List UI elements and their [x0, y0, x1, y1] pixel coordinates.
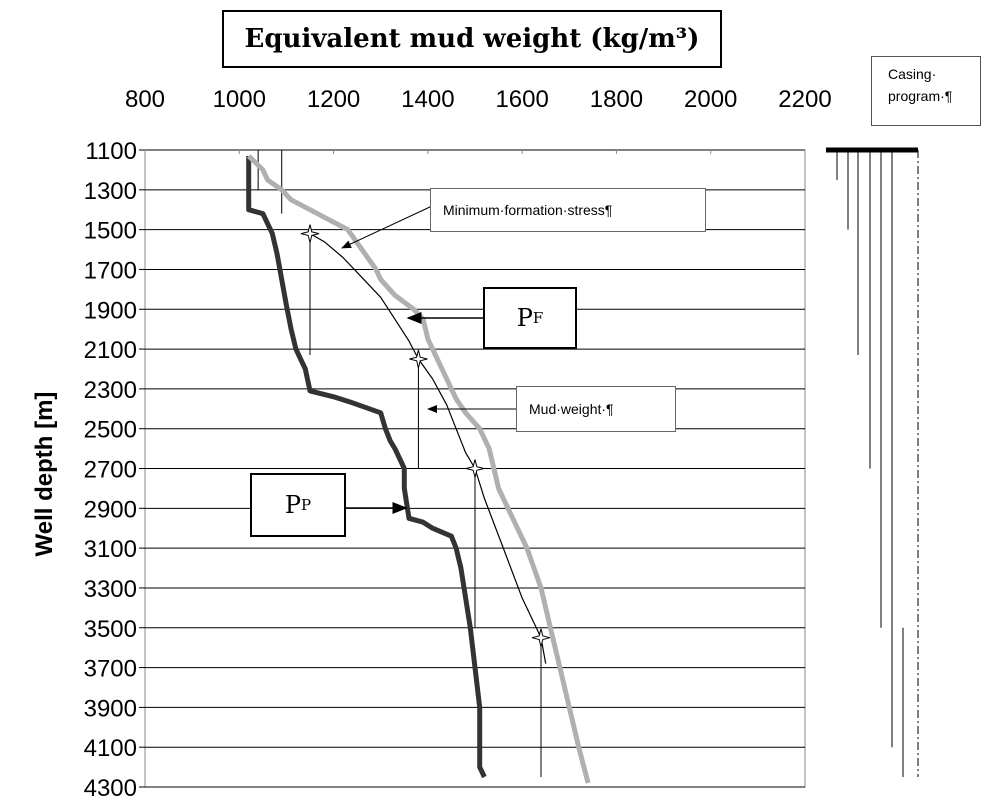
min-stress-label: Minimum·formation·stress¶ [430, 188, 706, 232]
y-tick-label-1700: 1700 [84, 257, 137, 284]
chart-title: Equivalent mud weight (kg/m³) [222, 10, 722, 68]
pf-sub: F [532, 309, 544, 327]
star-marker-3 [531, 628, 551, 647]
x-tick-label-2000: 2000 [684, 86, 737, 113]
star-marker-0 [300, 224, 320, 243]
x-tick-label-2200: 2200 [778, 86, 831, 113]
x-tick-label-1800: 1800 [590, 86, 643, 113]
casing-program-box: Casing· program·¶ [871, 56, 981, 126]
y-tick-label-3900: 3900 [84, 695, 137, 722]
x-tick-label-1600: 1600 [495, 86, 548, 113]
series-line-1 [246, 154, 591, 784]
y-tick-label-3300: 3300 [84, 576, 137, 603]
y-tick-label-3100: 3100 [84, 536, 137, 563]
y-tick-label-1300: 1300 [84, 178, 137, 205]
y-tick-label-2700: 2700 [84, 457, 137, 484]
min-stress-text: Minimum·formation·stress¶ [443, 202, 613, 218]
mud-weight-label: Mud·weight·¶ [516, 386, 676, 432]
y-tick-label-2100: 2100 [84, 337, 137, 364]
casing-label-line1: Casing· [888, 66, 937, 82]
star-marker-2 [465, 459, 485, 478]
pp-main: P [284, 491, 302, 519]
x-tick-label-1000: 1000 [213, 86, 266, 113]
series-line-0 [246, 156, 487, 779]
x-tick-label-1400: 1400 [401, 86, 454, 113]
x-tick-label-1200: 1200 [307, 86, 360, 113]
pp-sub: P [301, 496, 312, 514]
series-line-2 [309, 233, 547, 664]
pf-main: P [516, 304, 533, 332]
mud-weight-text: Mud·weight·¶ [529, 401, 614, 417]
star-marker-1 [409, 349, 428, 369]
casing-label-line2: program·¶ [888, 88, 953, 104]
y-tick-label-1500: 1500 [84, 218, 137, 245]
y-tick-label-2500: 2500 [84, 417, 137, 444]
y-tick-label-1900: 1900 [84, 297, 137, 324]
y-tick-label-2300: 2300 [84, 377, 137, 404]
y-tick-label-4100: 4100 [84, 735, 137, 762]
y-tick-label-1100: 1100 [85, 138, 137, 165]
x-tick-label-800: 800 [125, 86, 165, 113]
y-tick-label-4300: 4300 [84, 775, 137, 802]
y-tick-label-2900: 2900 [84, 496, 137, 523]
y-tick-label-3500: 3500 [84, 616, 137, 643]
chart-title-text: Equivalent mud weight (kg/m³) [244, 24, 700, 54]
min-stress-arrow [341, 205, 433, 249]
y-tick-label-3700: 3700 [84, 656, 137, 683]
